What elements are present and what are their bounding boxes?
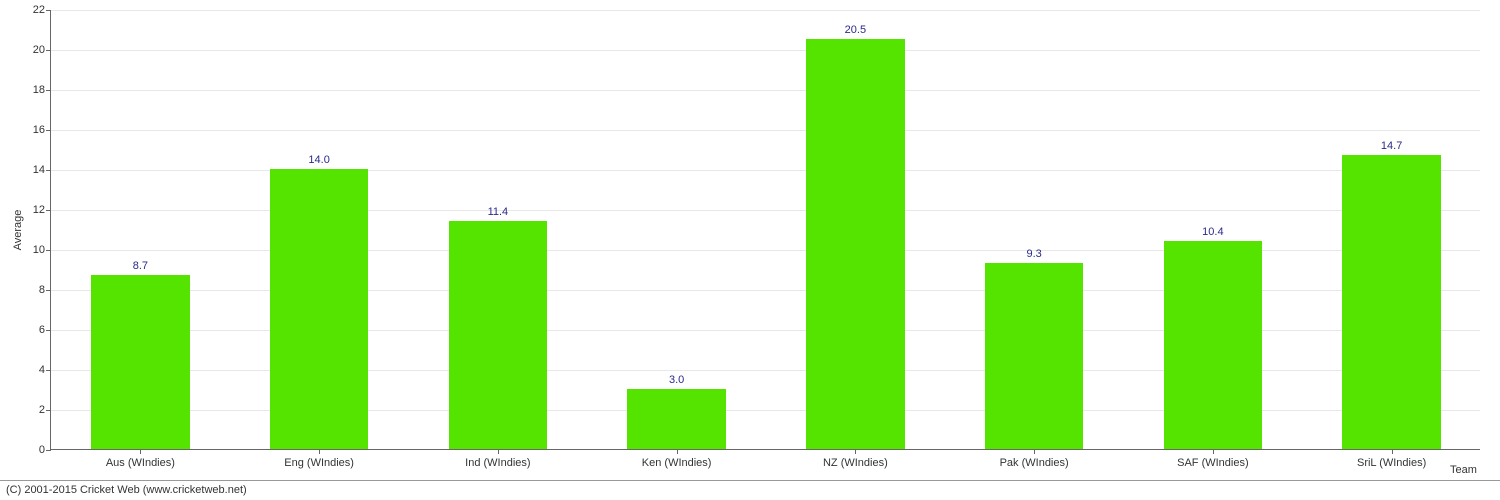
y-axis-title: Average [12,210,24,251]
plot-area: 02468101214161820228.7Aus (WIndies)14.0E… [50,10,1480,450]
bar-value-label: 14.0 [308,154,329,170]
ytick-label: 22 [33,4,51,16]
xtick-label: SAF (WIndies) [1177,449,1249,469]
gridline [51,290,1480,291]
bar-value-label: 8.7 [133,260,148,276]
gridline [51,370,1480,371]
chart-footer: (C) 2001-2015 Cricket Web (www.cricketwe… [0,480,1500,500]
bar-value-label: 3.0 [669,374,684,390]
bar [806,39,904,449]
bar [270,169,368,449]
gridline [51,50,1480,51]
ytick-label: 14 [33,164,51,176]
ytick-label: 20 [33,44,51,56]
bar [91,275,189,449]
gridline [51,130,1480,131]
ytick-label: 16 [33,124,51,136]
xtick-label: Aus (WIndies) [106,449,175,469]
ytick-label: 12 [33,204,51,216]
xtick-label: Eng (WIndies) [284,449,354,469]
bar [627,389,725,449]
bar [449,221,547,449]
ytick-label: 4 [39,364,51,376]
footer-text: (C) 2001-2015 Cricket Web (www.cricketwe… [6,484,247,496]
bar [1342,155,1440,449]
gridline [51,210,1480,211]
xtick-label: SriL (WIndies) [1357,449,1426,469]
xtick-label: NZ (WIndies) [823,449,888,469]
gridline [51,250,1480,251]
gridline [51,10,1480,11]
gridline [51,90,1480,91]
xtick-label: Ind (WIndies) [465,449,530,469]
ytick-label: 6 [39,324,51,336]
ytick-label: 18 [33,84,51,96]
bar-value-label: 9.3 [1026,248,1041,264]
bar-value-label: 14.7 [1381,140,1402,156]
bar-value-label: 10.4 [1202,226,1223,242]
bar [985,263,1083,449]
xtick-label: Ken (WIndies) [642,449,712,469]
ytick-label: 0 [39,444,51,456]
ytick-label: 8 [39,284,51,296]
xtick-label: Pak (WIndies) [1000,449,1069,469]
ytick-label: 2 [39,404,51,416]
ytick-label: 10 [33,244,51,256]
gridline [51,330,1480,331]
x-axis-title: Team [1450,464,1477,476]
bar-chart: 0 2 4 6 8 10 12 14 16 18 20 22 8.7 Aus (WIndies) 14.0 E… [0,0,1500,500]
gridline [51,410,1480,411]
gridline [51,170,1480,171]
bar [1164,241,1262,449]
bar-value-label: 11.4 [488,206,509,222]
bar-value-label: 20.5 [845,24,866,40]
